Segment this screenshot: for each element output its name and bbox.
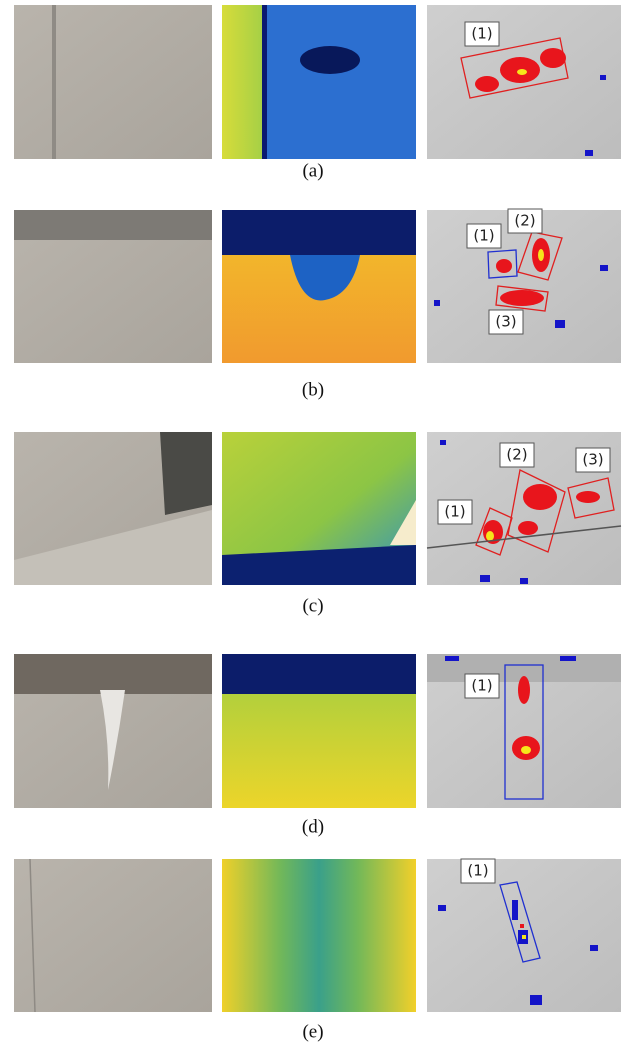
caption: (a) xyxy=(302,160,323,181)
photo xyxy=(14,5,212,159)
region-label: (1) xyxy=(473,227,494,245)
row-d: (1) (d) xyxy=(14,654,621,837)
region-label: (1) xyxy=(467,862,488,880)
region-label: (1) xyxy=(444,503,465,521)
row-c: (1) (2) (3) (c) xyxy=(14,432,621,616)
thermal xyxy=(222,859,416,1012)
region-label: (1) xyxy=(471,25,492,43)
row-b: (1) (2) (3) (b) xyxy=(14,209,621,400)
region-label: (2) xyxy=(506,446,527,464)
region-label: (2) xyxy=(514,212,535,230)
region-label: (1) xyxy=(471,677,492,695)
caption: (b) xyxy=(302,379,324,400)
caption: (e) xyxy=(302,1021,323,1042)
figure: (1) (a) (1) (2) (3) (b) (1) (2) (3) (c) xyxy=(0,0,625,1046)
caption: (c) xyxy=(302,595,323,616)
row-a: (1) (a) xyxy=(14,5,621,181)
photo xyxy=(14,859,212,1012)
caption: (d) xyxy=(302,816,324,837)
region-label: (3) xyxy=(495,313,516,331)
region-label: (3) xyxy=(582,451,603,469)
row-e: (1) (e) xyxy=(14,859,621,1042)
